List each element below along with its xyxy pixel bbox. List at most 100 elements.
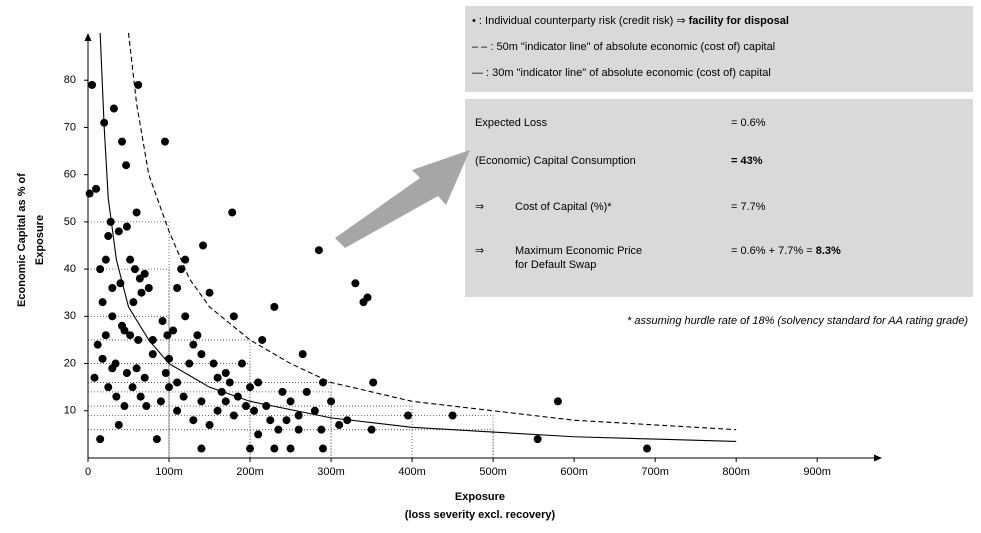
x-axis-label: (loss severity excl. recovery)	[405, 509, 556, 521]
indicator-line	[127, 32, 737, 431]
point	[181, 255, 190, 264]
point	[258, 335, 267, 344]
point	[404, 411, 413, 420]
point	[158, 317, 167, 326]
y-axis-label: Exposure	[34, 215, 46, 265]
point	[114, 227, 123, 236]
point	[126, 255, 135, 264]
point	[122, 369, 131, 377]
point	[108, 312, 117, 321]
point	[112, 392, 121, 401]
point	[197, 397, 206, 406]
result-value: = 7.7%	[731, 201, 766, 213]
point	[144, 284, 153, 292]
result-label: Expected Loss	[475, 117, 548, 129]
point	[161, 369, 170, 377]
point	[160, 137, 169, 146]
point	[122, 161, 131, 170]
point	[120, 402, 129, 411]
point	[298, 350, 307, 359]
point	[173, 378, 182, 387]
point	[335, 420, 344, 429]
point	[270, 444, 279, 453]
result-label: (Economic) Capital Consumption	[475, 155, 636, 167]
y-axis-label: Economic Capital as % of	[16, 173, 28, 307]
x-tick-label: 300m	[317, 466, 345, 478]
point	[96, 265, 105, 274]
point	[317, 425, 326, 434]
y-tick-label: 60	[64, 169, 76, 181]
point	[92, 184, 101, 193]
x-tick-label: 0	[85, 466, 91, 478]
x-tick-label: 800m	[722, 466, 750, 478]
point	[246, 383, 255, 392]
point	[98, 354, 107, 363]
point	[262, 402, 271, 411]
point	[128, 383, 137, 392]
point	[343, 416, 352, 425]
point	[294, 411, 303, 420]
point	[241, 402, 250, 411]
point	[185, 359, 194, 368]
point	[643, 444, 652, 453]
reference-line	[88, 415, 494, 458]
point	[369, 378, 378, 387]
point	[266, 416, 275, 425]
legend-note: • : Individual counterparty risk (credit…	[472, 15, 789, 27]
point	[148, 350, 157, 359]
result-prefix: ⇒	[475, 245, 484, 257]
y-tick-label: 20	[64, 357, 76, 369]
point	[197, 350, 206, 359]
point	[122, 222, 131, 231]
point	[173, 406, 182, 415]
point	[100, 118, 109, 127]
point	[278, 387, 287, 396]
point	[108, 284, 117, 292]
point	[250, 406, 259, 415]
point	[96, 435, 105, 444]
point	[310, 406, 319, 415]
legend-box	[465, 6, 973, 92]
point	[363, 293, 372, 302]
point	[318, 444, 327, 453]
point	[116, 279, 125, 288]
footnote: * assuming hurdle rate of 18% (solvency …	[627, 315, 968, 327]
point	[225, 378, 234, 387]
x-tick-label: 400m	[398, 466, 426, 478]
reference-line	[88, 221, 170, 458]
point	[237, 359, 246, 368]
y-tick-label: 40	[64, 263, 76, 275]
point	[327, 397, 336, 406]
y-tick-label: 50	[64, 216, 76, 228]
y-tick-label: 10	[64, 405, 76, 417]
point	[228, 208, 237, 217]
result-value-bold: 8.3%	[816, 245, 841, 257]
reference-line	[88, 268, 170, 458]
point	[90, 373, 99, 382]
legend-note-text: – – : 50m "indicator line" of absolute e…	[472, 41, 775, 53]
legend-note-text: • : Individual counterparty risk (credit…	[472, 15, 689, 27]
point	[274, 425, 283, 434]
point	[156, 397, 165, 406]
point	[165, 354, 174, 363]
x-tick-label: 700m	[641, 466, 669, 478]
point	[229, 411, 238, 420]
point	[282, 416, 291, 425]
point	[533, 435, 542, 444]
point	[114, 420, 123, 429]
x-tick-label: 100m	[155, 466, 183, 478]
point	[189, 340, 198, 349]
reference-line	[88, 429, 494, 458]
point	[104, 383, 113, 392]
point	[120, 326, 129, 335]
point	[270, 302, 279, 311]
result-label: Maximum Economic Price	[515, 245, 642, 257]
x-axis-label: Exposure	[455, 491, 505, 503]
point	[179, 392, 188, 401]
point	[148, 335, 157, 344]
point	[163, 331, 172, 340]
point	[129, 298, 138, 307]
point	[217, 387, 226, 396]
point	[132, 364, 141, 373]
legend-note: – – : 50m "indicator line" of absolute e…	[472, 41, 775, 53]
